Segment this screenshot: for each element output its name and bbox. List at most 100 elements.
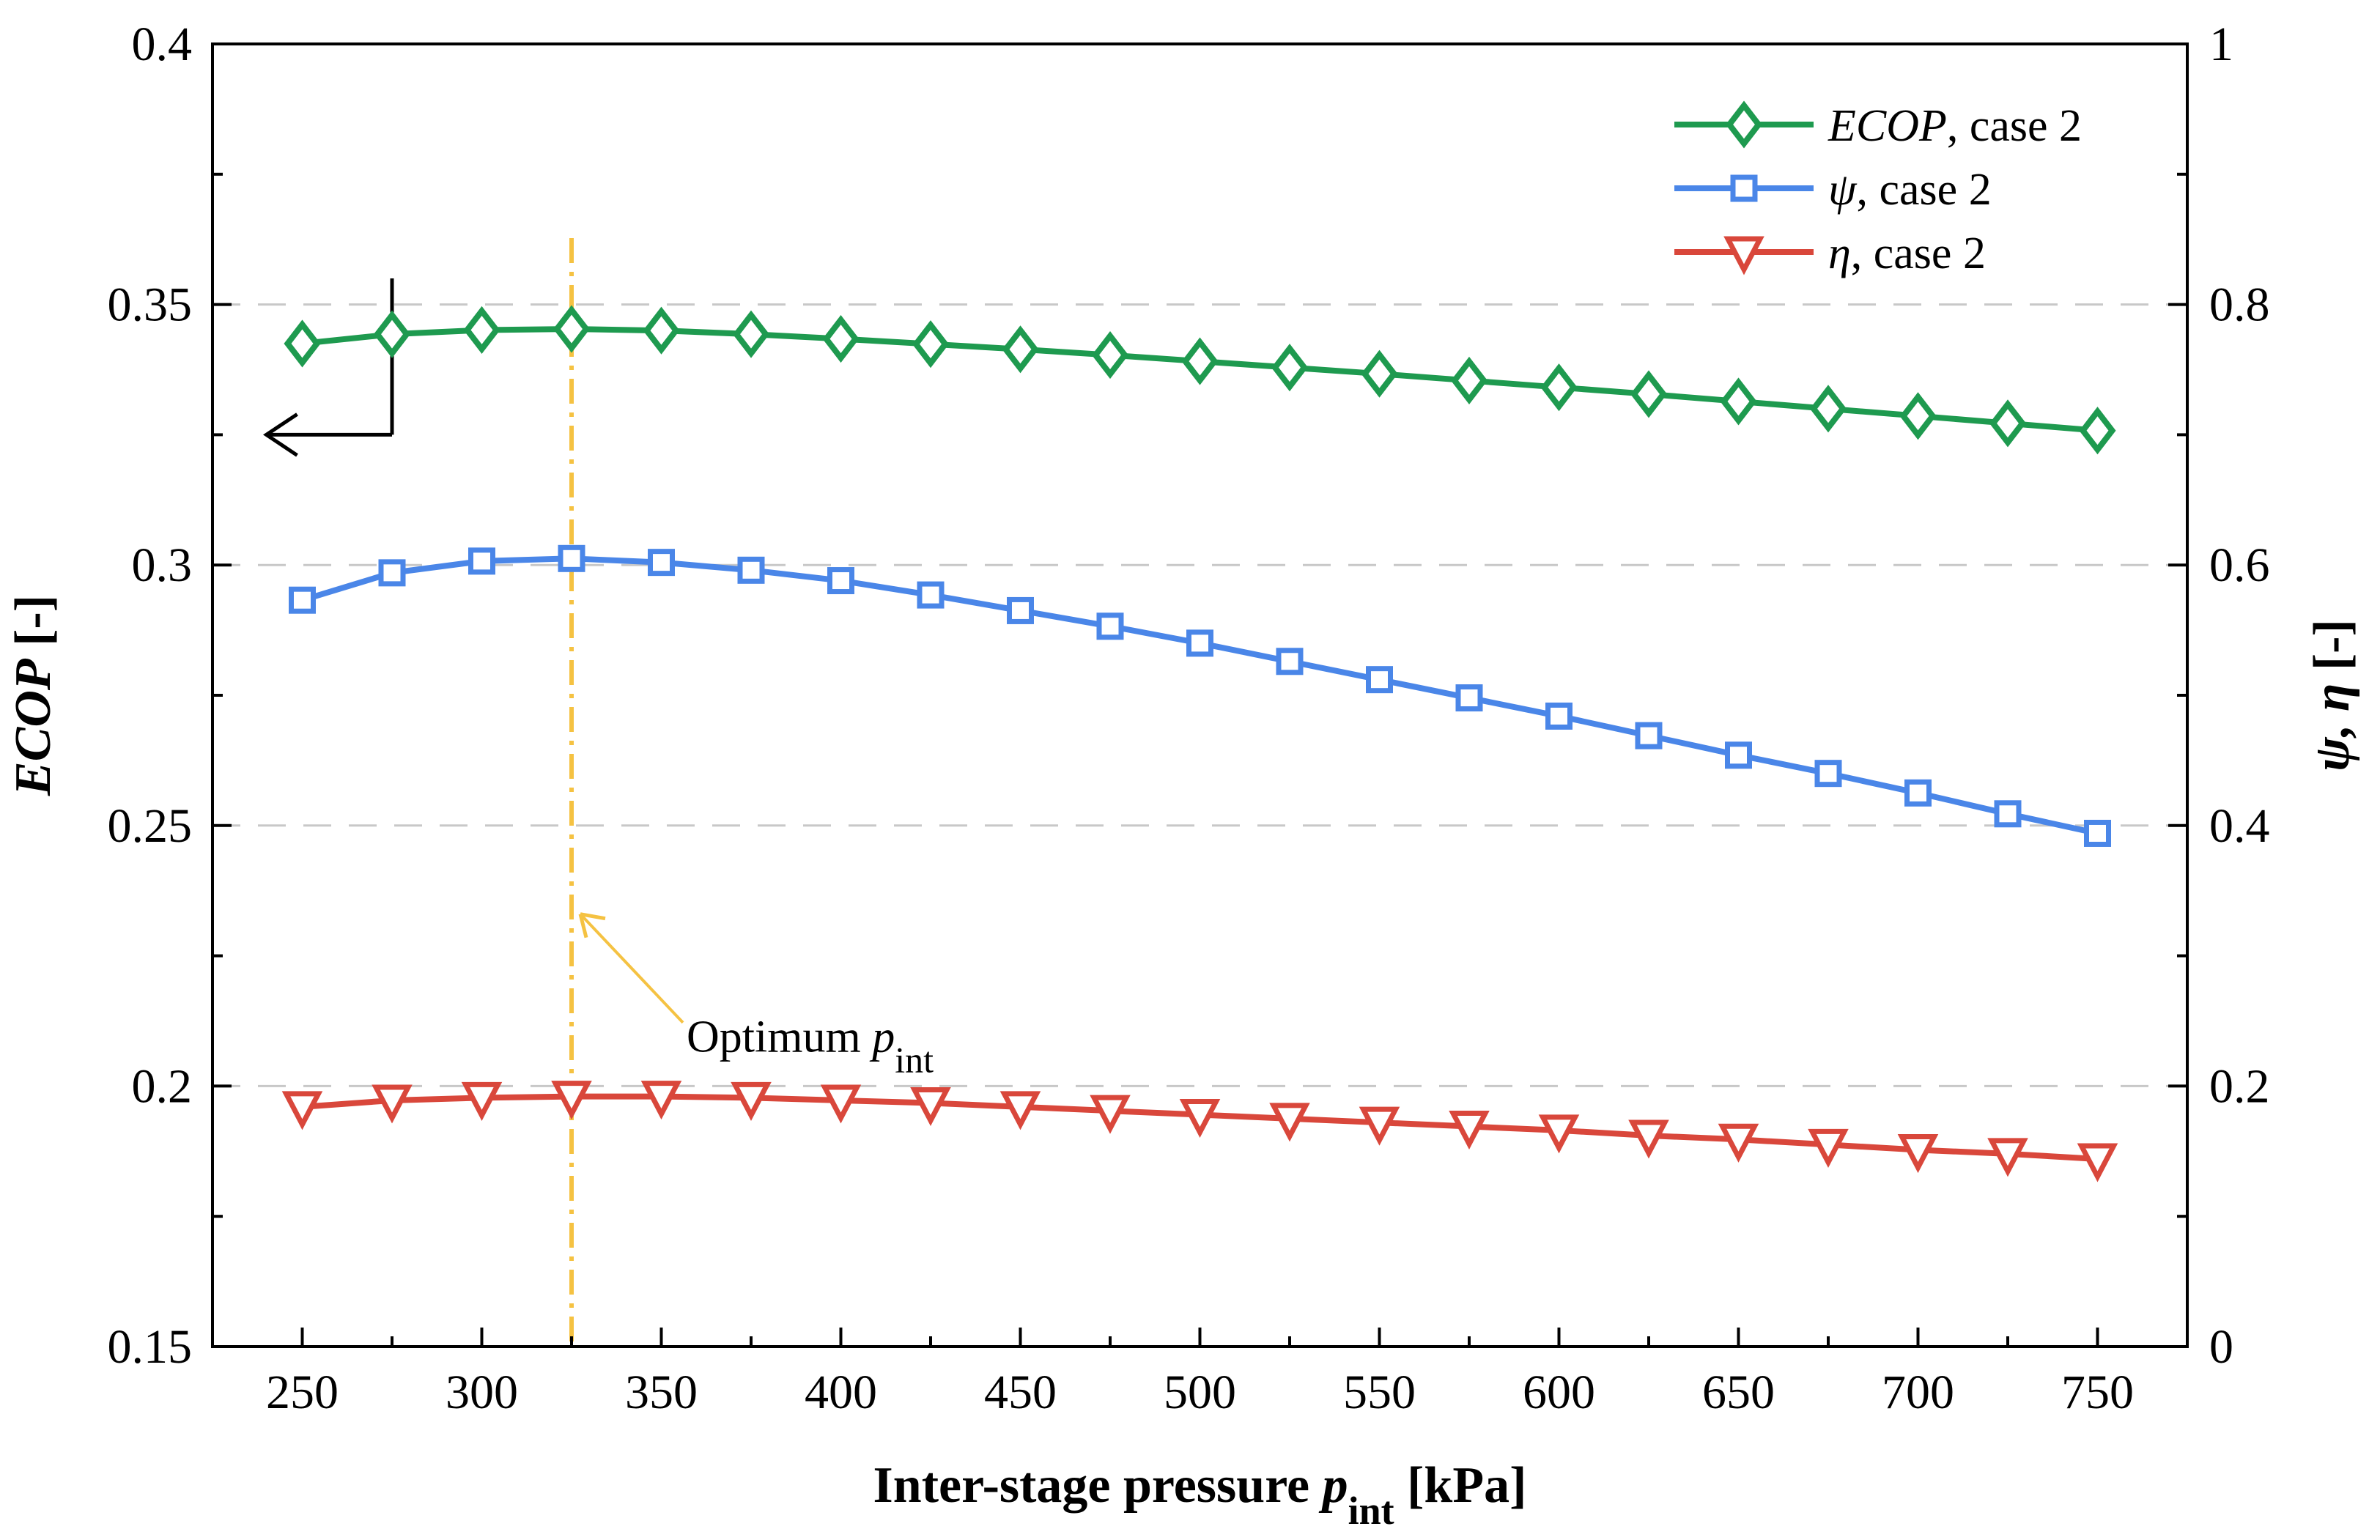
data-point-ecop [284,319,321,368]
data-point-eta [731,1081,772,1121]
series-layer [281,305,2118,1182]
data-point-psi [2084,819,2111,847]
y-axis-right-title: ψ, η [-] [2304,619,2360,771]
x-tick-label: 550 [1343,1366,1416,1419]
data-point-ecop [1091,331,1129,380]
data-point-psi [468,547,495,575]
data-point-psi [1545,702,1572,730]
data-point-ecop [732,310,770,358]
x-axis-title: Inter-stage pressure pint [kPa] [873,1457,1527,1533]
data-point-ecop [1450,356,1488,404]
data-point-eta [281,1091,323,1130]
data-point-psi [648,549,675,577]
data-point-ecop [1630,370,1668,418]
data-point-psi [1186,629,1213,657]
data-point-ecop [822,314,860,363]
y-right-tick-label: 0.4 [2209,799,2270,853]
y-right-tick-label: 0.2 [2209,1059,2270,1113]
data-point-eta [1538,1114,1580,1154]
data-point-psi [1007,596,1034,624]
data-point-eta [1449,1111,1490,1150]
y-left-tick-label: 0.25 [108,799,193,853]
data-point-psi [917,581,945,609]
x-tick-label: 450 [984,1366,1057,1419]
y-left-tick-label: 0.35 [108,278,193,332]
data-point-eta [1359,1106,1400,1146]
optimum-annotation: Optimum pint [687,1013,934,1081]
y-left-tick-label: 0.3 [132,538,193,592]
y-axis-left-title: ECOP [-] [5,595,62,796]
data-point-ecop [373,310,411,358]
data-point-ecop [1002,325,1039,374]
data-point-ecop [1989,399,2027,448]
legend-symbol-ecop [1725,100,1763,149]
legend-label-ecop: ECOP, case 2 [1828,101,2082,151]
legend-item-psi: ψ, case 2 [1674,165,1992,215]
data-point-ecop [1181,337,1219,385]
legend-symbol-psi [1730,174,1758,202]
legend-marker-psi [1674,174,1814,202]
data-point-psi [378,559,406,587]
legend-label-psi: ψ, case 2 [1828,165,1992,215]
data-point-ecop [643,306,680,355]
y-right-tick-label: 0 [2209,1320,2233,1374]
data-point-eta [1269,1103,1310,1142]
data-point-psi [737,556,765,584]
data-point-eta [910,1087,951,1127]
data-point-eta [1897,1134,1939,1174]
series-eta [281,1081,2118,1182]
data-point-eta [2077,1143,2118,1182]
x-tick-label: 700 [1882,1366,1954,1419]
x-tick-label: 250 [266,1366,339,1419]
series-ecop [284,305,2116,455]
data-point-eta [1718,1123,1759,1163]
data-point-ecop [1809,385,1847,433]
data-point-psi [1994,800,2022,828]
data-point-eta [1090,1095,1131,1134]
grid-lines [212,303,2187,1087]
data-point-psi [1276,648,1304,675]
tick-labels: 250 300 350 400 450 500 550 600 650 700 750 0.15 0.2… [108,18,2270,1419]
data-point-eta [1628,1119,1669,1159]
legend-item-eta: η, case 2 [1674,229,1986,278]
legend-label-eta: η, case 2 [1828,229,1986,278]
y-right-tick-label: 0.6 [2209,538,2270,592]
data-point-psi [1635,722,1663,749]
data-point-psi [1366,666,1393,694]
legend-marker-ecop [1674,100,1814,149]
x-tick-label: 350 [625,1366,698,1419]
data-point-psi [1904,779,1932,807]
data-point-eta [1987,1138,2028,1177]
data-point-ecop [1540,363,1578,412]
data-point-ecop [463,306,500,355]
x-tick-label: 750 [2061,1366,2134,1419]
legend-marker-eta [1674,236,1814,275]
axis-arrow-head [262,412,298,457]
legend: ECOP, case 2 ψ, case 2 η, case 2 [1674,100,2082,278]
x-tick-label: 300 [446,1366,518,1419]
x-tick-label: 500 [1164,1366,1236,1419]
data-point-psi [1814,760,1842,788]
data-point-psi [1455,684,1483,712]
data-point-eta [551,1081,592,1120]
legend-symbol-eta [1723,236,1764,275]
annotation-arrow-shaft [579,913,684,1024]
x-tick-label: 650 [1702,1366,1775,1419]
tick-marks [211,42,2189,1348]
data-point-eta [820,1084,862,1124]
data-point-ecop [2079,407,2116,455]
legend-item-ecop: ECOP, case 2 [1674,100,2082,151]
y-right-tick-label: 0.8 [2209,278,2270,332]
y-left-tick-label: 0.15 [108,1320,193,1374]
data-point-ecop [1720,377,1757,426]
annotation-arrow-head [578,912,606,939]
data-point-ecop [1361,349,1398,398]
data-point-eta [999,1091,1041,1130]
data-point-eta [1179,1099,1221,1139]
data-point-eta [1808,1128,1849,1168]
data-point-psi [289,586,316,614]
y-left-tick-label: 0.4 [132,18,193,71]
data-point-psi [558,544,585,572]
y-right-tick-label: 1 [2209,18,2233,71]
